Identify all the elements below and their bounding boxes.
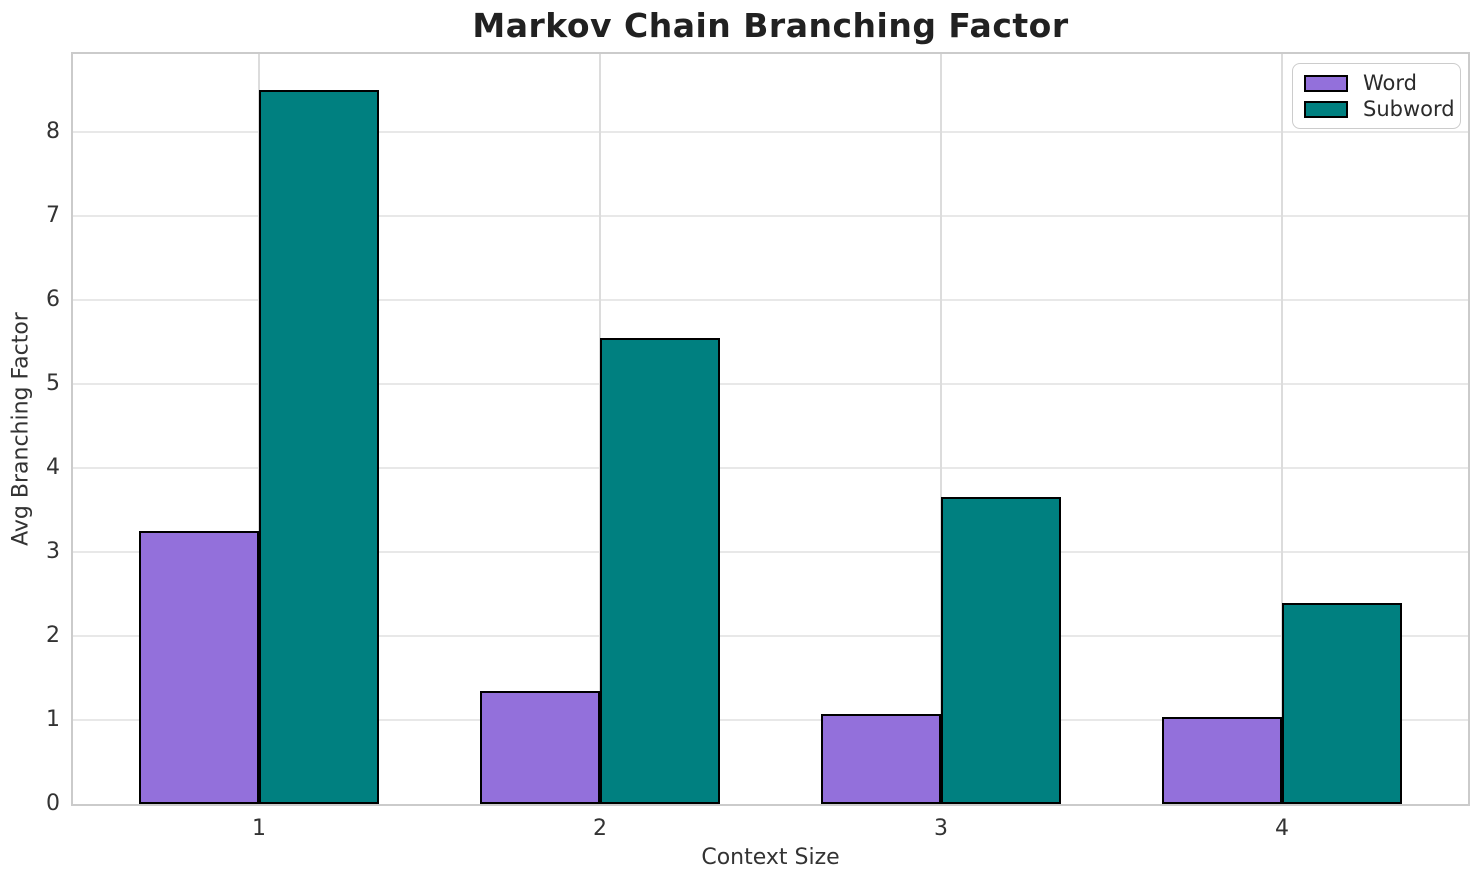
bar-word-2 [480, 691, 600, 804]
bar-subword-1 [259, 90, 379, 804]
y-tick-label: 2 [46, 623, 60, 649]
y-axis-title: Avg Branching Factor [8, 312, 34, 546]
y-tick-label: 4 [46, 455, 60, 481]
x-axis-title: Context Size [701, 845, 840, 870]
x-gridline [1281, 54, 1283, 804]
y-tick-label: 5 [46, 371, 60, 397]
chart-title: Markov Chain Branching Factor [472, 6, 1069, 45]
y-tick-label: 3 [46, 539, 60, 565]
y-gridline [73, 215, 1468, 218]
x-tick-label: 3 [934, 816, 948, 841]
bar-subword-4 [1282, 603, 1402, 804]
legend-label: Word [1363, 71, 1417, 95]
y-gridline [73, 551, 1468, 554]
bar-word-3 [821, 714, 941, 804]
y-gridline [73, 299, 1468, 302]
legend-item: Word [1304, 71, 1449, 95]
y-tick-label: 1 [46, 707, 60, 733]
x-tick-label: 1 [252, 816, 266, 841]
y-gridline [73, 131, 1468, 134]
y-tick-label: 6 [46, 287, 60, 313]
legend: Word Subword [1292, 63, 1461, 129]
bar-word-1 [139, 531, 259, 804]
x-gridline [940, 54, 942, 804]
plot-area: 0 1 2 3 4 5 6 7 8 1 2 3 4 [46, 52, 1470, 841]
y-tick-label: 8 [46, 119, 60, 145]
x-tick-label: 2 [593, 816, 607, 841]
y-gridline [73, 635, 1468, 638]
y-tick-label: 7 [46, 203, 60, 229]
bar-word-4 [1162, 717, 1282, 804]
y-gridline [73, 719, 1468, 722]
legend-swatch-word [1304, 74, 1348, 92]
legend-item: Subword [1304, 97, 1455, 121]
y-gridline [73, 467, 1468, 470]
legend-swatch-subword [1304, 100, 1348, 118]
y-tick-label: 0 [46, 791, 60, 816]
x-tick-label: 4 [1275, 816, 1289, 841]
legend-label: Subword [1363, 97, 1455, 121]
y-gridline [73, 383, 1468, 386]
bar-subword-2 [600, 338, 720, 804]
bar-subword-3 [941, 497, 1061, 804]
